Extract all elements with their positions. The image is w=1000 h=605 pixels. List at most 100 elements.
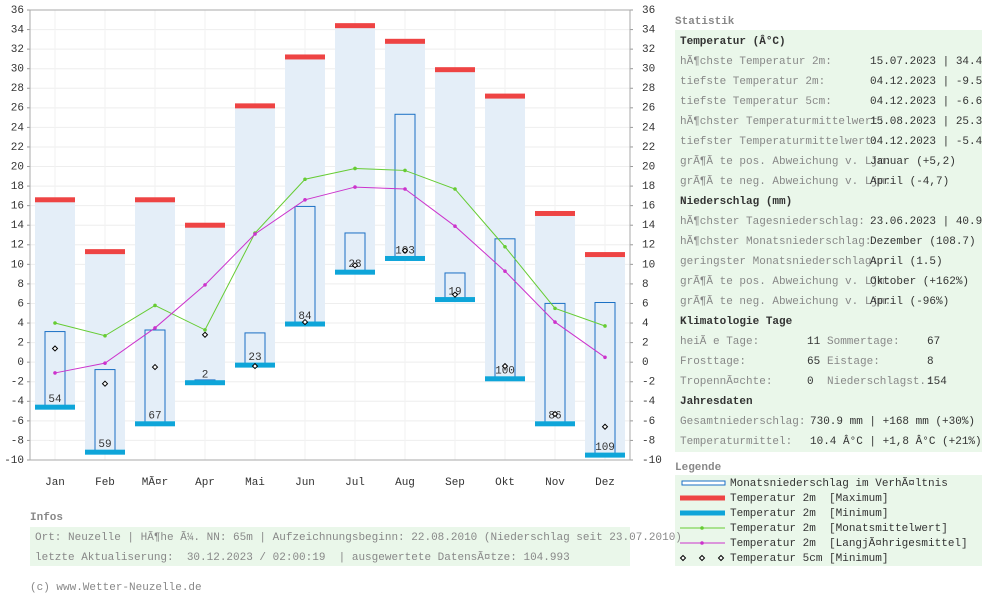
infos-line: letzte Aktualiserung: 30.12.2023 / 02:00… xyxy=(35,551,570,564)
x-tick-label: Jun xyxy=(295,477,315,489)
range-bar xyxy=(285,56,325,325)
temp-diamond xyxy=(601,423,609,430)
precip-label: 54 xyxy=(48,394,62,406)
stat-label: tiefster Temperaturmittelwert: xyxy=(680,136,878,148)
stat-value: 04.12.2023 | -5.4 xyxy=(870,136,983,148)
legend-label: Temperatur 2m [Monatsmittelwert] xyxy=(730,523,948,535)
temp-cap xyxy=(335,269,375,275)
temp-diamond xyxy=(551,410,559,418)
temp-diamond xyxy=(201,331,209,338)
temp-cap xyxy=(535,421,575,427)
y2-tick-label: -8 xyxy=(642,435,655,447)
y2-tick-label: 26 xyxy=(642,103,655,115)
y2-tick-label: 22 xyxy=(642,142,655,154)
y-tick-label: 6 xyxy=(17,298,24,310)
y2-tick-label: 30 xyxy=(642,64,655,76)
precip-label: 84 xyxy=(298,311,312,323)
temp-cap xyxy=(435,297,475,303)
stat-value: 04.12.2023 | -9.5 xyxy=(870,76,982,88)
temp-point xyxy=(503,269,507,273)
precip-label: 2 xyxy=(202,370,209,382)
section-heading: Temperatur (Â°C) xyxy=(680,34,786,48)
stat-label: geringster Monatsniederschlag: xyxy=(680,256,878,268)
temp-cap xyxy=(235,103,275,109)
range-bar xyxy=(485,96,525,379)
y-tick-label: -4 xyxy=(11,396,25,408)
range-bar xyxy=(585,254,625,456)
y-tick-label: 2 xyxy=(17,338,24,350)
stat-cell: Eistage: xyxy=(827,356,880,368)
stat-value: 04.12.2023 | -6.6 xyxy=(870,96,982,108)
x-tick-label: Jan xyxy=(45,477,65,489)
stat-label: tiefste Temperatur 2m: xyxy=(680,76,825,88)
y-tick-label: 12 xyxy=(11,240,24,252)
y-tick-label: 18 xyxy=(11,181,24,193)
y-tick-label: 10 xyxy=(11,259,24,271)
temp-cap xyxy=(335,23,375,29)
stat-cell: 65 xyxy=(807,356,820,368)
section-heading: Niederschlag (mm) xyxy=(680,196,792,208)
stat-label: Gesamtniederschlag: xyxy=(680,416,805,428)
temp-cap xyxy=(35,197,75,203)
legend-label: Temperatur 2m [Maximum] xyxy=(730,493,888,505)
legend-icon xyxy=(679,554,687,562)
temp-cap xyxy=(385,255,425,261)
stat-label: grÃ¶Ã te neg. Abweichung v. Ljm: xyxy=(680,175,891,188)
section-heading: Jahresdaten xyxy=(680,396,753,408)
stat-cell: Sommertage: xyxy=(827,336,900,348)
stats-box xyxy=(675,30,982,452)
range-bar xyxy=(335,25,375,273)
y2-tick-label: 28 xyxy=(642,83,655,95)
y2-tick-label: 6 xyxy=(642,298,649,310)
legend-icon xyxy=(717,554,725,562)
y-tick-label: 24 xyxy=(11,122,25,134)
temp-diamond xyxy=(401,247,409,254)
temp-cap xyxy=(85,249,125,255)
y2-tick-label: 14 xyxy=(642,220,656,232)
stats-title: Statistik xyxy=(675,16,735,28)
y-tick-label: 14 xyxy=(11,220,25,232)
precip-label: 67 xyxy=(148,411,161,423)
stat-value: 730.9 mm | +168 mm (+30%) xyxy=(810,416,975,428)
legend-title: Legende xyxy=(675,462,722,474)
temp-point xyxy=(303,177,307,182)
y-tick-label: 32 xyxy=(11,44,24,56)
infos-box xyxy=(30,527,630,566)
plot-frame xyxy=(29,9,631,461)
infos-line: Ort: Neuzelle | HÃ¶he Ã¼. NN: 65m | Aufz… xyxy=(35,531,682,544)
temp-point xyxy=(503,244,507,249)
y2-tick-label: 12 xyxy=(642,240,655,252)
legend-label: Temperatur 2m [Minimum] xyxy=(730,508,888,520)
stat-value: 23.06.2023 | 40.9 xyxy=(870,216,982,228)
stat-value: April (-4,7) xyxy=(870,176,949,188)
stat-label: hÃ¶chster Tagesniederschlag: xyxy=(680,215,865,228)
x-tick-label: Nov xyxy=(545,477,565,489)
temp-line xyxy=(54,167,606,337)
y2-tick-label: 32 xyxy=(642,44,655,56)
temp-cap xyxy=(185,380,225,386)
stat-label: hÃ¶chste Temperatur 2m: xyxy=(680,55,832,68)
temp-cap xyxy=(285,54,325,60)
stat-cell: TropennÃ¤chte: xyxy=(680,375,772,388)
y2-tick-label: -6 xyxy=(642,416,655,428)
stat-label: Temperaturmittel: xyxy=(680,436,792,448)
temp-cap xyxy=(485,93,525,99)
y-tick-label: 30 xyxy=(11,64,24,76)
x-tick-label: MÃ¤r xyxy=(142,476,168,489)
stat-cell: heiÃ e Tage: xyxy=(680,335,759,348)
temp-cap xyxy=(535,210,575,216)
stat-value: 15.08.2023 | 25.3 xyxy=(870,116,982,128)
temp-diamond xyxy=(51,345,59,352)
y2-tick-label: 16 xyxy=(642,201,655,213)
y2-tick-label: -2 xyxy=(642,377,655,389)
x-tick-label: Mai xyxy=(245,477,265,489)
temp-point xyxy=(603,324,607,328)
range-bar xyxy=(85,251,125,453)
y-tick-label: 16 xyxy=(11,201,24,213)
temp-point xyxy=(353,185,357,189)
temp-point xyxy=(553,306,557,311)
legend-label: Monatsniederschlag im VerhÃ¤ltnis xyxy=(730,477,948,490)
x-tick-label: Aug xyxy=(395,477,415,489)
precip-label: 23 xyxy=(248,352,261,364)
